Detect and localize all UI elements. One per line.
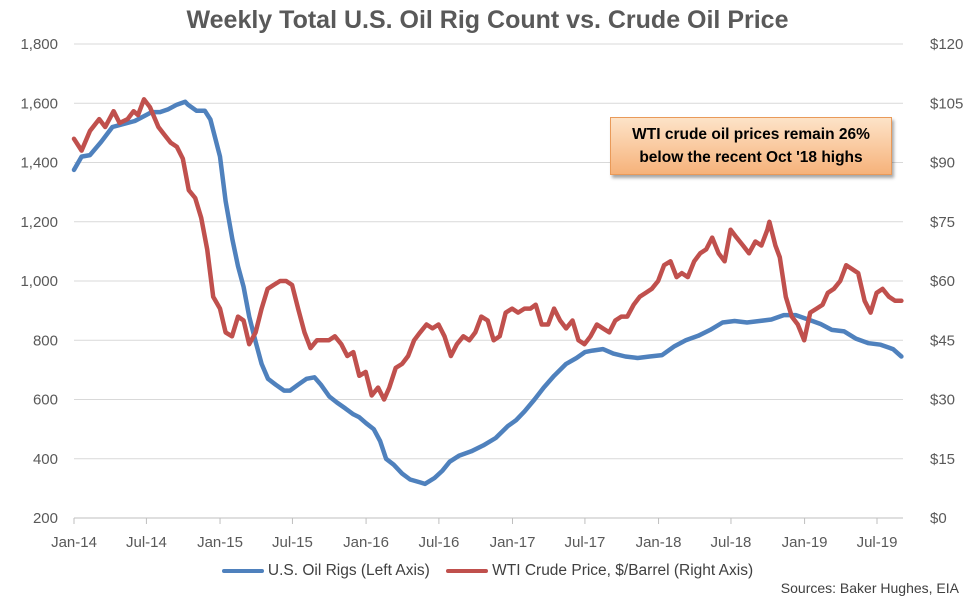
y-right-tick-label: $30 — [930, 392, 955, 409]
source-note: Sources: Baker Hughes, EIA — [780, 580, 959, 596]
y-left-tick-label: 200 — [33, 510, 58, 527]
y-left-tick-label: 1,200 — [20, 214, 58, 231]
annotation-line-1: WTI crude oil prices remain 26% — [632, 126, 870, 143]
y-left-tick-label: 400 — [33, 451, 58, 468]
x-tick-label: Jul-14 — [126, 534, 167, 551]
y-left-tick-label: 1,600 — [20, 95, 58, 112]
y-right-tick-label: $15 — [930, 451, 955, 468]
legend-label-wti: WTI Crude Price, $/Barrel (Right Axis) — [492, 562, 754, 579]
legend-swatch-wti — [446, 568, 489, 573]
y-right-tick-label: $45 — [930, 332, 955, 349]
y-right-tick-label: $90 — [930, 155, 955, 172]
x-tick-label: Jan-14 — [51, 534, 97, 551]
x-tick-label: Jan-18 — [636, 534, 682, 551]
legend-item-wti: WTI Crude Price, $/Barrel (Right Axis) — [446, 562, 753, 580]
series-line-oil-rigs — [71, 99, 904, 487]
series-line-wti-price — [71, 97, 904, 402]
x-tick-label: Jan-15 — [197, 534, 243, 551]
y-right-tick-label: $120 — [930, 36, 963, 53]
legend-item-rigs: U.S. Oil Rigs (Left Axis) — [221, 562, 430, 580]
y-right-tick-label: $105 — [930, 95, 963, 112]
annotation-line-2: below the recent Oct '18 highs — [639, 149, 863, 166]
x-tick-label: Jan-17 — [490, 534, 536, 551]
x-tick-label: Jul-19 — [857, 534, 898, 551]
y-right-tick-label: $0 — [930, 510, 947, 527]
x-tick-label: Jul-15 — [272, 534, 313, 551]
legend: U.S. Oil Rigs (Left Axis) WTI Crude Pric… — [0, 562, 975, 580]
x-tick-label: Jan-19 — [782, 534, 828, 551]
legend-swatch-rigs — [221, 568, 264, 573]
x-tick-label: Jul-17 — [564, 534, 605, 551]
x-tick-label: Jan-16 — [343, 534, 389, 551]
y-left-tick-label: 600 — [33, 392, 58, 409]
y-right-tick-label: $60 — [930, 273, 955, 290]
x-tick-label: Jul-18 — [711, 534, 752, 551]
x-tick-label: Jul-16 — [418, 534, 459, 551]
y-left-tick-label: 1,000 — [20, 273, 58, 290]
y-left-tick-label: 800 — [33, 332, 58, 349]
y-left-tick-label: 1,400 — [20, 155, 58, 172]
y-left-tick-label: 1,800 — [20, 36, 58, 53]
legend-label-rigs: U.S. Oil Rigs (Left Axis) — [267, 562, 430, 579]
chart-title: Weekly Total U.S. Oil Rig Count vs. Crud… — [186, 6, 789, 34]
y-right-tick-label: $75 — [930, 214, 955, 231]
annotation-callout: WTI crude oil prices remain 26% below th… — [610, 117, 892, 175]
